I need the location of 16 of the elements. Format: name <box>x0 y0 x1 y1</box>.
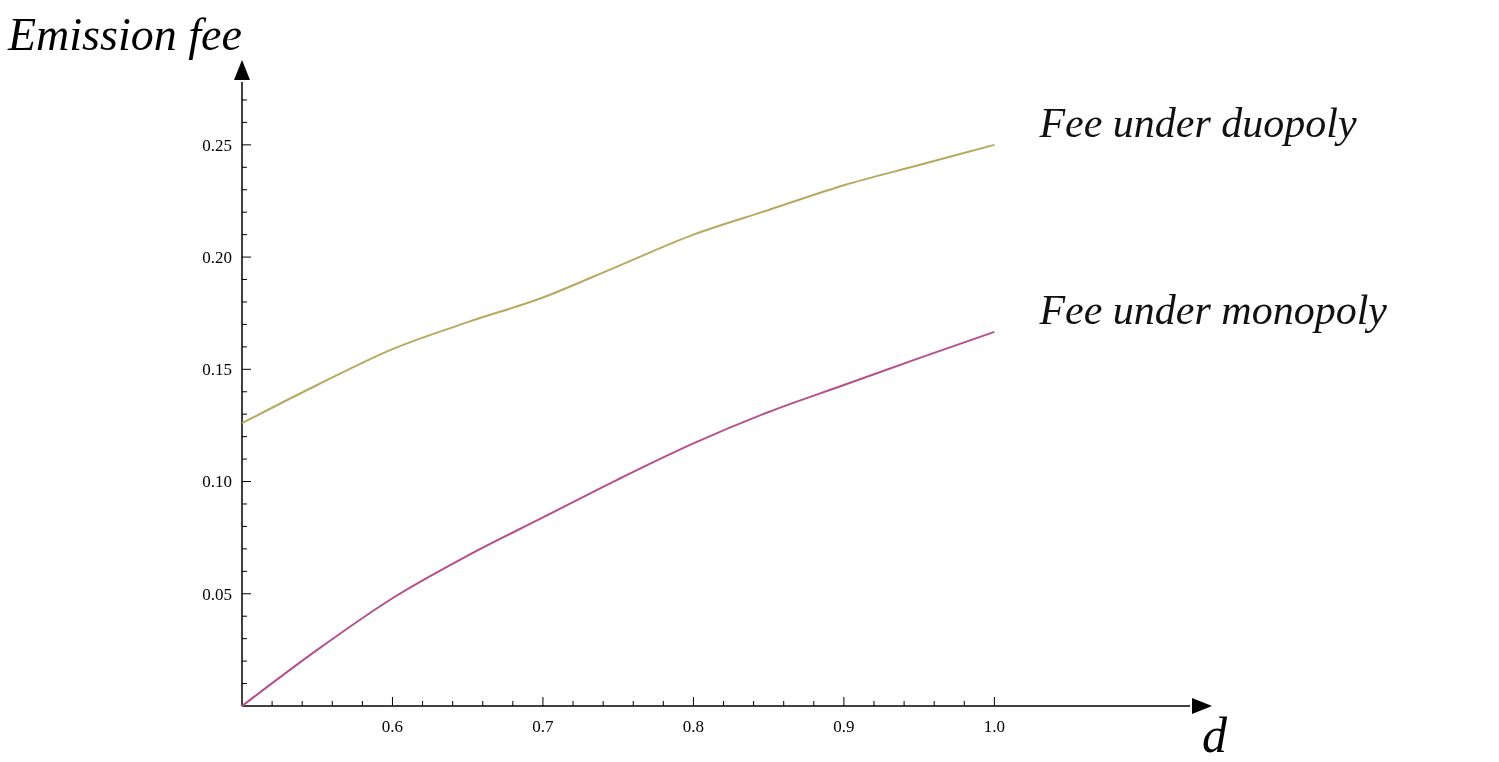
y-tick-label: 0.10 <box>202 472 232 492</box>
x-tick-label: 1.0 <box>983 717 1006 736</box>
y-tick-label: 0.05 <box>202 584 232 604</box>
y-tick-label: 0.25 <box>202 135 232 155</box>
x-tick-label: 0.9 <box>833 717 855 736</box>
x-tick-label: 0.6 <box>381 717 404 736</box>
x-axis-title: d <box>1202 707 1228 762</box>
line-series <box>241 143 996 425</box>
series-label: Fee under duopoly <box>1038 99 1357 146</box>
line-series <box>241 330 996 707</box>
x-tick-label: 0.7 <box>532 717 555 736</box>
y-tick-label: 0.15 <box>202 360 232 380</box>
x-tick-label: 0.8 <box>682 717 705 736</box>
y-tick-label: 0.20 <box>202 248 232 268</box>
y-axis-title: Emission fee <box>7 9 242 60</box>
series-label: Fee under monopoly <box>1038 286 1388 333</box>
